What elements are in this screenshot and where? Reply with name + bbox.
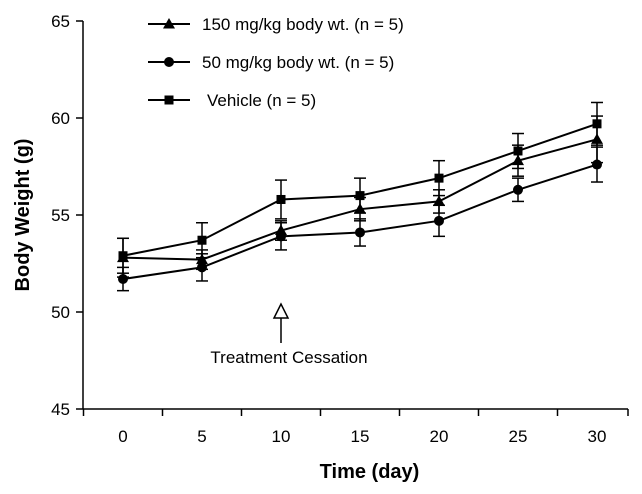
data-point [592,160,602,170]
data-point [434,216,444,226]
data-point [356,191,365,200]
legend-label: Vehicle (n = 5) [207,91,316,110]
data-point [119,251,128,260]
legend-marker [164,57,174,67]
data-point [118,274,128,284]
x-tick-label: 15 [351,427,370,446]
data-point [514,146,523,155]
x-tick-label: 10 [272,427,291,446]
data-point [198,236,207,245]
axes: 45 50 55 60 65 0 5 10 15 20 25 30 Time (day) Body Wei… [12,12,628,483]
x-tick-label: 25 [509,427,528,446]
y-tick-label: 45 [51,400,70,419]
x-tick-label: 5 [197,427,206,446]
series-circle [117,147,603,291]
y-tick-label: 55 [51,206,70,225]
y-tick-label: 50 [51,303,70,322]
y-tick-label: 60 [51,109,70,128]
y-tick-label: 65 [51,12,70,31]
legend: 150 mg/kg body wt. (n = 5) 50 mg/kg body … [148,15,404,110]
data-point [593,119,602,128]
data-point [513,185,523,195]
x-tick-label: 0 [118,427,127,446]
data-point [276,231,286,241]
x-tick-label: 30 [588,427,607,446]
annotation: Treatment Cessation [210,304,367,367]
data-point [277,195,286,204]
data-point [355,227,365,237]
y-axis-title: Body Weight (g) [12,139,34,292]
annotation-label: Treatment Cessation [210,348,367,367]
annotation-arrow-head [274,304,288,318]
data-point [435,174,444,183]
data-point [433,195,445,206]
data-point [197,262,207,272]
legend-label: 50 mg/kg body wt. (n = 5) [202,53,394,72]
series-square [117,102,603,273]
legend-marker [165,96,174,105]
legend-label: 150 mg/kg body wt. (n = 5) [202,15,404,34]
x-tick-label: 20 [430,427,449,446]
x-axis-title: Time (day) [320,461,420,483]
series-group [117,102,603,290]
